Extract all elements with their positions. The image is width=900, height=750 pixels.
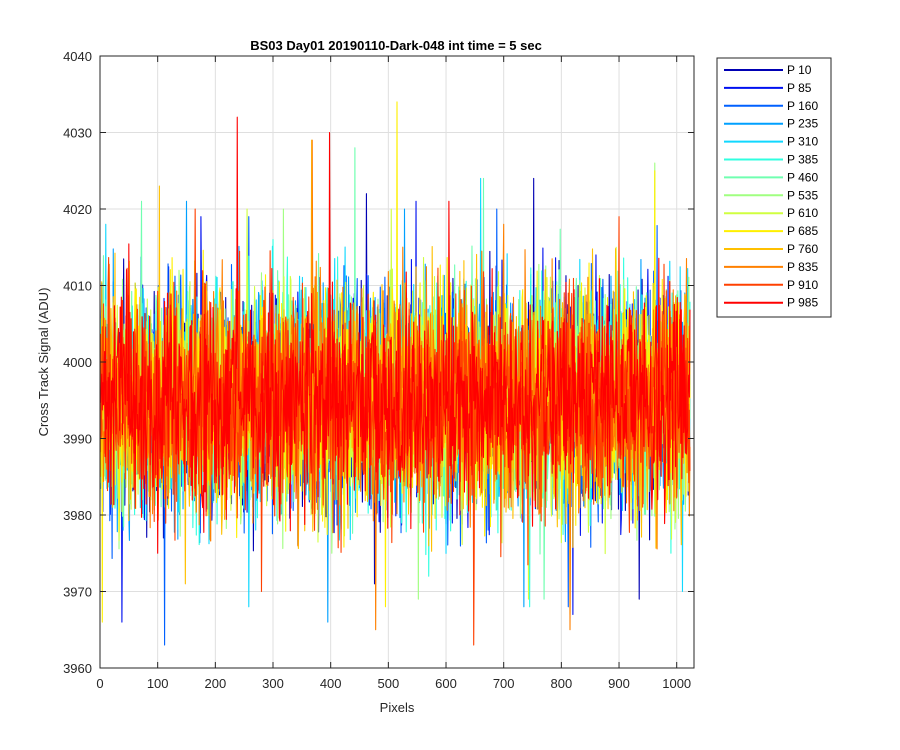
legend-label: P 235 [787,117,818,131]
legend-label: P 310 [787,135,818,149]
legend-label: P 760 [787,242,818,256]
x-tick-label: 100 [147,676,169,691]
x-axis-label: Pixels [380,700,415,715]
legend-label: P 85 [787,81,812,95]
legend: P 10 P 85 P 160 P 235 P 310 P 385 P 460 P 535 P … [716,57,832,318]
series-group [100,101,691,646]
y-tick-label: 3990 [63,432,92,447]
legend-box [716,57,832,318]
x-tick-label: 400 [320,676,342,691]
x-axis: 0 100 200 300 400 500 600 700 800 900 1000 [96,56,691,691]
x-tick-label: 900 [608,676,630,691]
x-tick-label: 800 [551,676,573,691]
legend-label: P 835 [787,260,818,274]
x-tick-label: 600 [435,676,457,691]
legend-label: P 985 [787,296,818,310]
y-tick-label: 4010 [63,279,92,294]
legend-label: P 610 [787,206,818,220]
y-axis-label: Cross Track Signal (ADU) [36,288,51,437]
y-tick-label: 4030 [63,126,92,141]
legend-label: P 535 [787,188,818,202]
series-line-p985 [100,116,691,554]
y-tick-label: 3980 [63,508,92,523]
x-tick-label: 300 [262,676,284,691]
x-tick-label: 1000 [662,676,691,691]
legend-label: P 910 [787,278,818,292]
y-tick-label: 4040 [63,49,92,64]
x-tick-label: 200 [204,676,226,691]
legend-label: P 160 [787,99,818,113]
legend-label: P 10 [787,63,812,77]
y-tick-label: 4020 [63,202,92,217]
chart-title: BS03 Day01 20190110-Dark-048 int time = … [250,38,542,53]
y-tick-label: 4000 [63,355,92,370]
legend-label: P 385 [787,153,818,167]
legend-label: P 460 [787,170,818,184]
y-axis: 3960 3970 3980 3990 4000 4010 4020 4030 4040 [63,49,694,676]
x-tick-label: 500 [377,676,399,691]
x-tick-label: 0 [96,676,103,691]
x-tick-label: 700 [493,676,515,691]
y-tick-label: 3960 [63,661,92,676]
series-line-p910 [100,208,691,646]
legend-label: P 685 [787,224,818,238]
y-tick-label: 3970 [63,585,92,600]
